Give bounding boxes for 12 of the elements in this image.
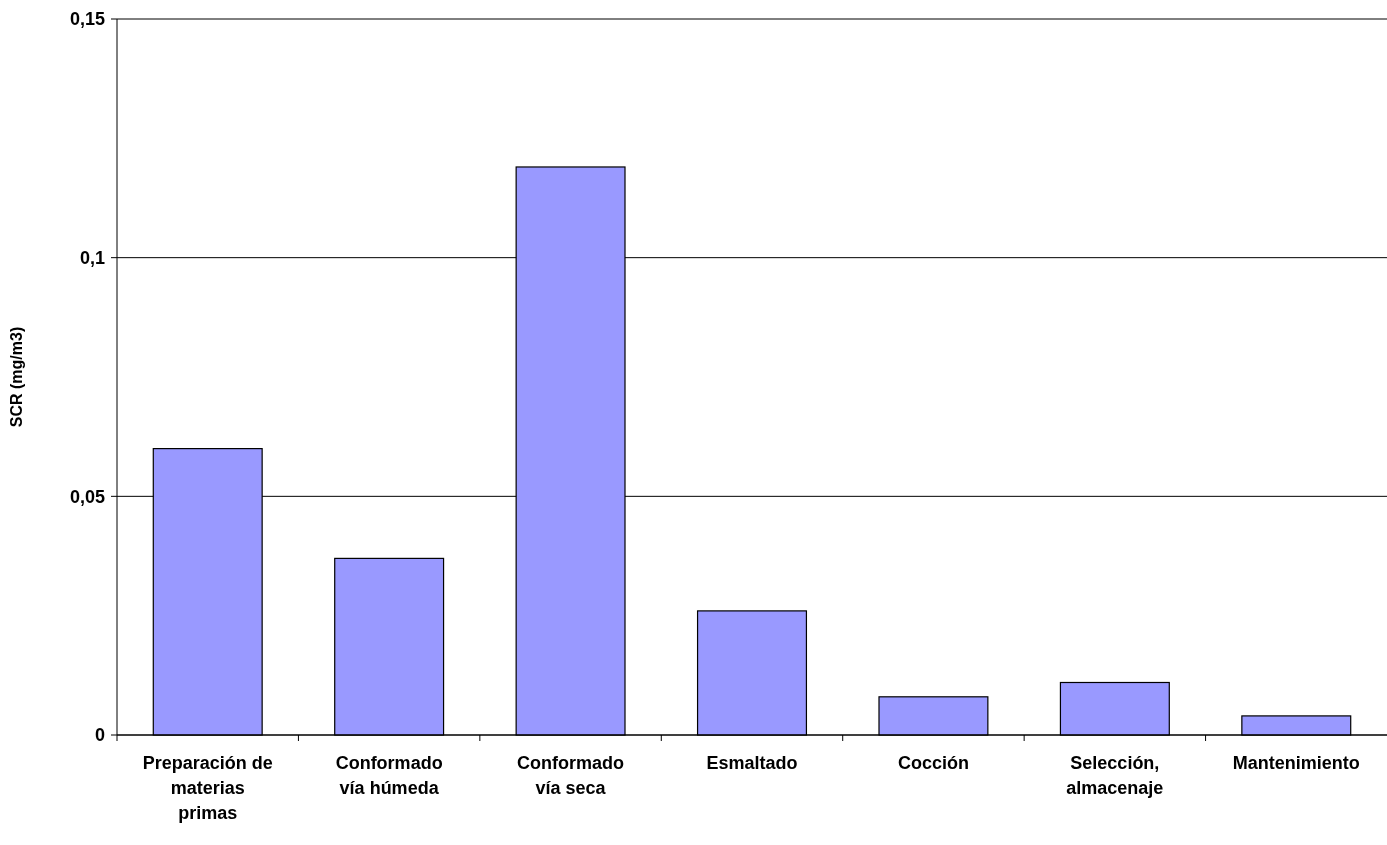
x-tick-label: Esmaltado: [706, 753, 798, 773]
y-tick-label: 0,15: [69, 9, 105, 30]
y-tick-label: 0: [94, 725, 105, 746]
x-tick-label: Cocción: [897, 753, 969, 773]
x-tick-label: Preparación de materias primas: [142, 753, 273, 823]
x-tick-label: Conformado vía húmeda: [335, 753, 443, 798]
y-tick-label: 0,1: [79, 247, 105, 268]
y-tick-label: 0,05: [69, 486, 105, 507]
x-tick-label: Mantenimiento: [1232, 753, 1360, 773]
x-tick-label: Conformado vía seca: [517, 753, 625, 798]
x-tick-label: Selección, almacenaje: [1066, 753, 1164, 798]
y-axis-title: SCR (mg/m3): [8, 326, 25, 428]
